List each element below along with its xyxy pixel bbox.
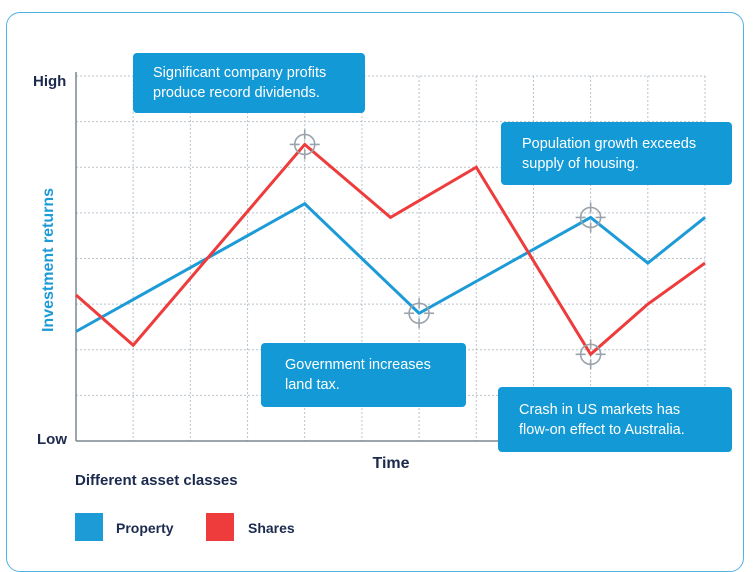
marker-group — [289, 129, 606, 370]
y-tick-low: Low — [37, 431, 67, 448]
legend-swatch-shares — [206, 513, 234, 541]
legend-swatch-property — [75, 513, 103, 541]
series-line-shares — [75, 142, 706, 357]
x-axis-label: Time — [372, 455, 409, 472]
target-marker — [575, 202, 606, 233]
annotation-crash: Crash in US markets has flow-on effect t… — [498, 387, 732, 452]
annotation-dividends: Significant company profits produce reco… — [133, 53, 365, 113]
target-marker — [289, 129, 320, 160]
legend-title: Different asset classes — [75, 472, 238, 489]
legend-label-property: Property — [116, 520, 174, 536]
target-marker — [404, 298, 435, 329]
series-lines — [75, 142, 706, 357]
legend-label-shares: Shares — [248, 520, 295, 536]
y-tick-high: High — [33, 73, 66, 90]
y-axis-label: Investment returns — [40, 188, 57, 332]
target-marker — [575, 339, 606, 370]
annotation-landtax: Government increases land tax. — [261, 343, 466, 407]
series-line-property — [75, 201, 706, 333]
annotation-housing: Population growth exceeds supply of hous… — [501, 122, 732, 185]
